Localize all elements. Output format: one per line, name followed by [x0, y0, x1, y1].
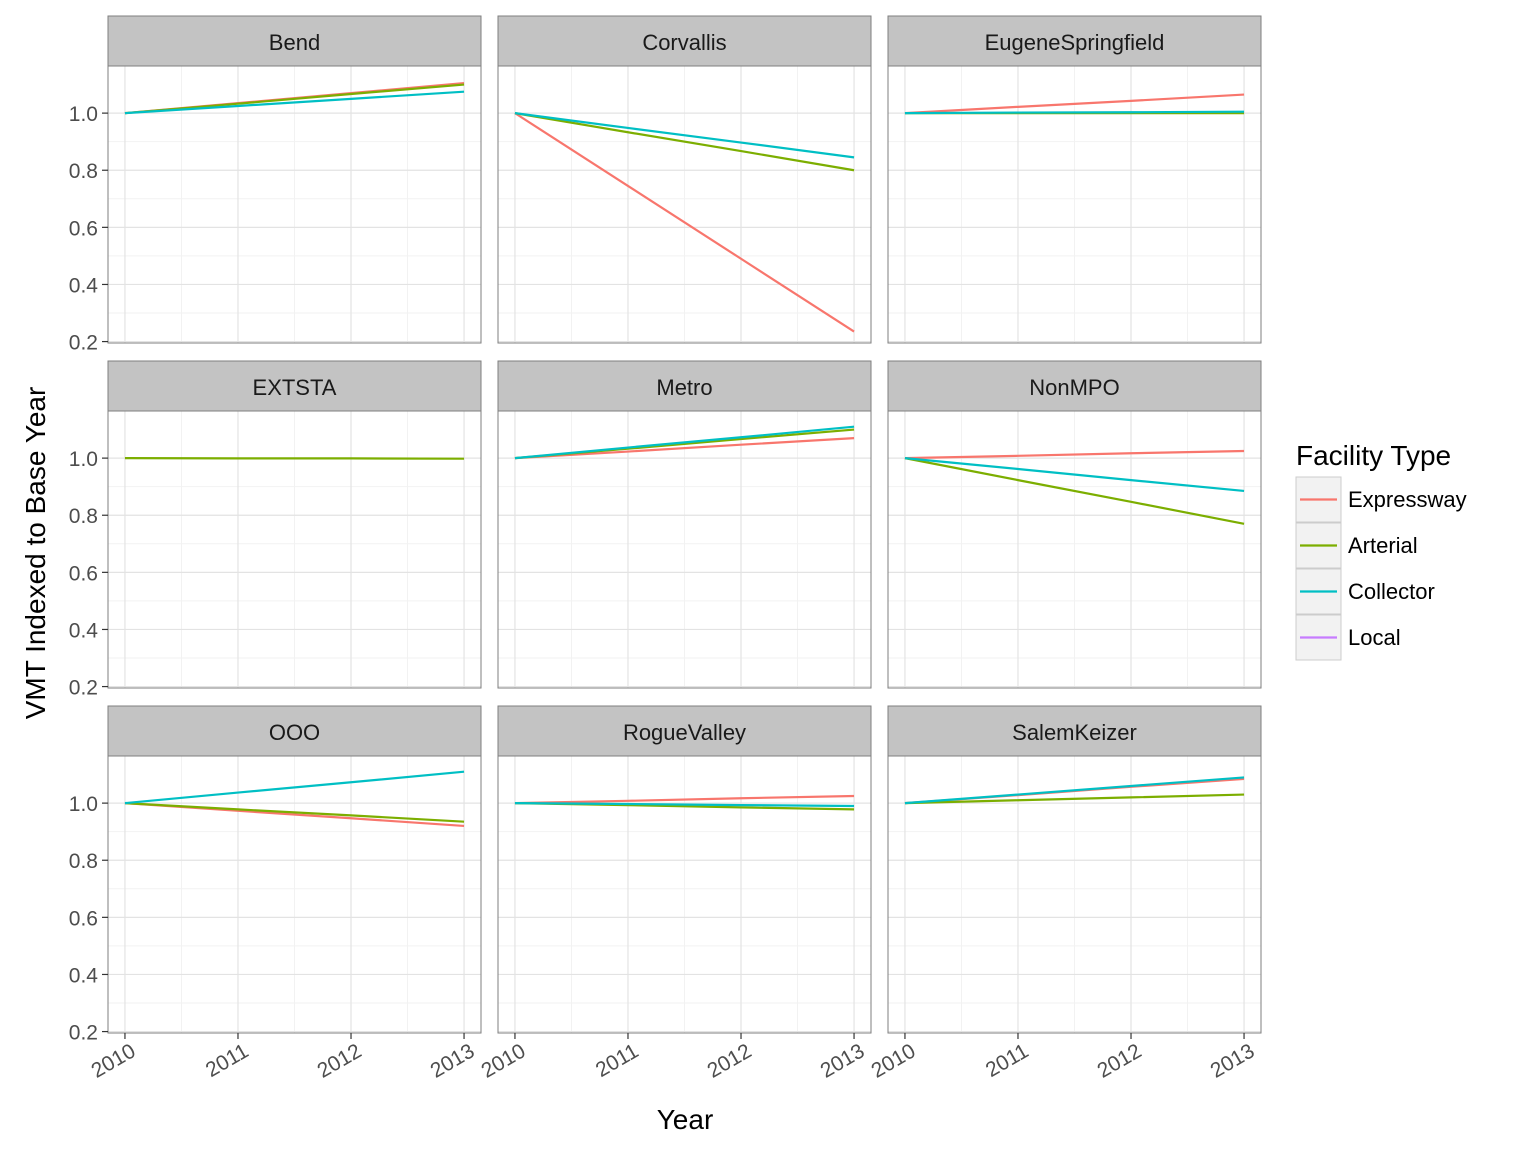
panel-ooo: OOO [107, 705, 482, 1034]
legend-entry-expressway: Expressway [1295, 476, 1467, 523]
y-tick-label: 0.2 [69, 332, 98, 355]
panel-title: Metro [656, 375, 712, 400]
panel-metro: Metro [497, 360, 872, 689]
series-line-collector [124, 770, 465, 805]
series-line-arterial [904, 457, 1245, 525]
panel-border [497, 755, 872, 1034]
y-tick-label: 1.0 [69, 103, 98, 126]
series-line-collector [904, 776, 1245, 805]
y-tick-label: 0.8 [69, 850, 98, 873]
panel-eugenespringfield: EugeneSpringfield [887, 15, 1262, 344]
y-tick-label: 0.8 [69, 505, 98, 528]
x-tick-label: 2011 [982, 1039, 1033, 1082]
legend-entries: Expressway Arterial Collector Local [1295, 476, 1467, 661]
legend-label: Arterial [1348, 533, 1418, 558]
x-tick-label: 2010 [477, 1039, 529, 1082]
series-line-arterial [124, 457, 465, 460]
panel-border [107, 755, 482, 1034]
series-line-collector [514, 112, 855, 159]
legend-entry-collector: Collector [1295, 568, 1435, 615]
panel-extsta: EXTSTA [107, 360, 482, 689]
panel-title: EXTSTA [253, 375, 337, 400]
series-line-arterial [904, 793, 1245, 805]
x-tick-label: 2012 [1094, 1039, 1146, 1082]
y-tick-label: 0.2 [69, 677, 98, 700]
series-line-expressway [904, 449, 1245, 460]
y-axis-title: VMT Indexed to Base Year [20, 387, 51, 720]
series-line-collector [124, 90, 465, 115]
panel-border [107, 65, 482, 344]
y-tick-label: 0.4 [69, 964, 99, 987]
y-tick-label: 1.0 [69, 793, 98, 816]
panel-salemkeizer: SalemKeizer [887, 705, 1262, 1034]
y-tick-label: 0.8 [69, 160, 98, 183]
y-tick-label: 1.0 [69, 448, 98, 471]
panel-nonmpo: NonMPO [887, 360, 1262, 689]
panel-roguevalley: RogueValley [497, 705, 872, 1034]
series-line-expressway [514, 112, 855, 333]
x-tick-label: 2013 [1207, 1039, 1259, 1082]
panel-border [887, 410, 1262, 689]
legend-label: Local [1348, 625, 1401, 650]
series-line-expressway [514, 794, 855, 805]
panel-title: NonMPO [1029, 375, 1119, 400]
y-tick-label: 0.6 [69, 562, 98, 585]
series-line-expressway [904, 93, 1245, 115]
series-line-collector [514, 802, 855, 808]
series-line-collector [904, 457, 1245, 493]
series-line-arterial [124, 802, 465, 823]
x-tick-label: 2011 [202, 1039, 253, 1082]
panel-border [497, 410, 872, 689]
x-tick-label: 2012 [704, 1039, 756, 1082]
x-tick-label: 2013 [427, 1039, 479, 1082]
x-tick-label: 2010 [87, 1039, 139, 1082]
panel-bend: Bend [107, 15, 482, 344]
panel-strip [107, 360, 482, 412]
series-line-expressway [514, 437, 855, 460]
legend: Facility Type Expressway Arterial Collecto… [1295, 440, 1467, 661]
series-line-arterial [514, 112, 855, 172]
panel-strip [107, 705, 482, 757]
x-tick-label: 2011 [592, 1039, 643, 1082]
panel-strip [887, 705, 1262, 757]
panel-title: SalemKeizer [1012, 720, 1137, 745]
panel-border [887, 65, 1262, 344]
x-tick-label: 2010 [867, 1039, 919, 1082]
y-tick-label: 0.2 [69, 1022, 98, 1045]
x-tick-label: 2013 [817, 1039, 869, 1082]
panel-strip [497, 15, 872, 67]
y-tick-label: 0.4 [69, 274, 99, 297]
legend-entry-arterial: Arterial [1295, 522, 1418, 569]
panel-border [887, 755, 1262, 1034]
panel-corvallis: Corvallis [497, 15, 872, 344]
legend-label: Expressway [1348, 487, 1467, 512]
y-tick-label: 0.6 [69, 907, 98, 930]
panel-border [107, 410, 482, 689]
panel-strip [497, 360, 872, 412]
panel-title: Bend [269, 30, 320, 55]
panel-title: EugeneSpringfield [985, 30, 1165, 55]
panel-strip [107, 15, 482, 67]
y-tick-label: 0.6 [69, 217, 98, 240]
y-tick-label: 0.4 [69, 619, 99, 642]
panel-border [497, 65, 872, 344]
series-line-arterial [124, 83, 465, 115]
panels-layer: Bend Corvallis EugeneSpringfield EXTSTA Metr… [107, 15, 1262, 1034]
legend-entry-local: Local [1295, 614, 1401, 661]
panel-title: OOO [269, 720, 320, 745]
x-tick-label: 2012 [314, 1039, 366, 1082]
legend-title: Facility Type [1296, 440, 1451, 471]
series-line-collector [514, 425, 855, 460]
panel-strip [887, 15, 1262, 67]
x-axis-title: Year [657, 1104, 714, 1135]
panel-strip [497, 705, 872, 757]
legend-label: Collector [1348, 579, 1435, 604]
series-line-collector [904, 110, 1245, 115]
panel-title: Corvallis [642, 30, 726, 55]
panel-title: RogueValley [623, 720, 746, 745]
